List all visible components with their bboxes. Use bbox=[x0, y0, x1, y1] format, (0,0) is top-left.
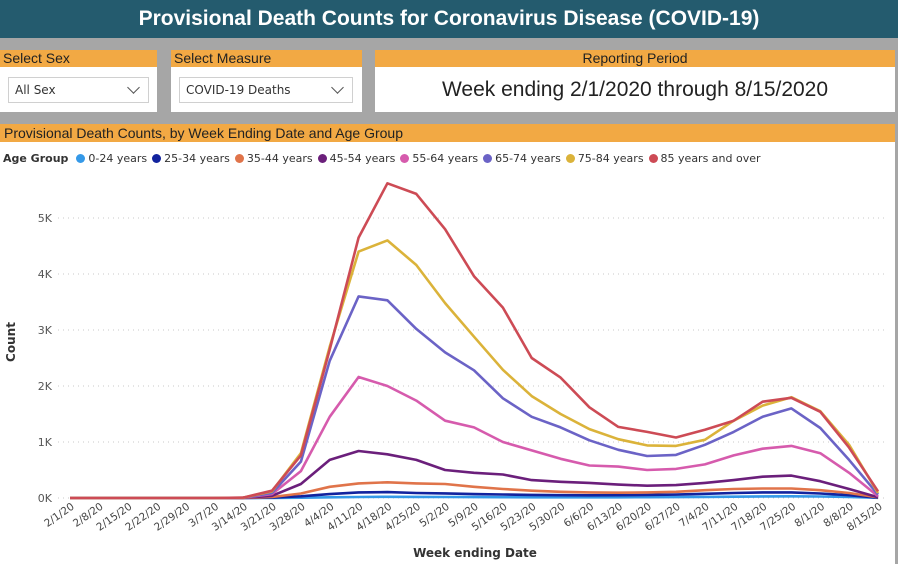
chart-legend: Age Group 0-24 years 25-34 years 35-44 yea… bbox=[3, 152, 766, 165]
legend-marker bbox=[648, 154, 658, 163]
y-tick-label: 1K bbox=[38, 436, 53, 449]
series-line-45-54-years[interactable] bbox=[70, 449, 879, 500]
sex-dropdown[interactable]: All Sex bbox=[8, 77, 149, 103]
legend-item[interactable]: 55-64 years bbox=[400, 152, 478, 165]
legend-label: 35-44 years bbox=[246, 152, 313, 165]
select-sex-label: Select Sex bbox=[0, 50, 157, 67]
legend-title: Age Group bbox=[3, 152, 69, 165]
y-tick-label: 4K bbox=[38, 268, 53, 281]
legend-item[interactable]: 45-54 years bbox=[317, 152, 396, 165]
legend-label: 55-64 years bbox=[412, 152, 479, 165]
legend-item[interactable]: 35-44 years bbox=[234, 152, 313, 165]
legend-label: 85 years and over bbox=[660, 152, 761, 165]
legend-label: 0-24 years bbox=[88, 152, 148, 165]
legend-marker bbox=[317, 154, 327, 163]
measure-dropdown-value: COVID-19 Deaths bbox=[186, 83, 291, 97]
legend-item[interactable]: 0-24 years bbox=[76, 152, 147, 165]
x-tick-label: 8/1/20 bbox=[792, 501, 827, 530]
x-tick-label: 5/2/20 bbox=[417, 501, 452, 530]
series-line-65-74-years[interactable] bbox=[70, 295, 879, 500]
measure-dropdown[interactable]: COVID-19 Deaths bbox=[179, 77, 353, 103]
legend-item[interactable]: 75-84 years bbox=[565, 152, 644, 165]
chart-title: Provisional Death Counts, by Week Ending… bbox=[0, 124, 895, 142]
legend-label: 75-84 years bbox=[577, 152, 644, 165]
legend-label: 25-34 years bbox=[164, 152, 230, 165]
select-measure-panel: Select Measure COVID-19 Deaths bbox=[171, 50, 362, 112]
y-axis-label: Count bbox=[4, 322, 18, 362]
sex-dropdown-value: All Sex bbox=[15, 83, 56, 97]
legend-marker bbox=[565, 154, 575, 163]
chevron-down-icon bbox=[331, 81, 344, 94]
series-line-85-years-and-over[interactable] bbox=[70, 181, 880, 500]
reporting-period-panel: Reporting Period Week ending 2/1/2020 th… bbox=[375, 50, 895, 112]
x-axis-label: Week ending Date bbox=[413, 546, 537, 560]
chevron-down-icon bbox=[127, 81, 140, 94]
reporting-period-label: Reporting Period bbox=[375, 50, 895, 67]
legend-marker bbox=[234, 154, 244, 163]
select-sex-panel: Select Sex All Sex bbox=[0, 50, 157, 112]
reporting-period-value: Week ending 2/1/2020 through 8/15/2020 bbox=[441, 78, 829, 101]
y-tick-label: 2K bbox=[38, 380, 53, 393]
legend-item[interactable]: 25-34 years bbox=[152, 152, 230, 165]
y-tick-label: 0K bbox=[38, 492, 53, 505]
legend-marker bbox=[483, 154, 493, 163]
series-line-55-64-years[interactable] bbox=[70, 375, 879, 500]
legend-label: 45-54 years bbox=[329, 152, 396, 165]
legend-marker bbox=[76, 154, 86, 163]
select-measure-label: Select Measure bbox=[171, 50, 362, 67]
legend-label: 65-74 years bbox=[495, 152, 561, 165]
y-tick-label: 5K bbox=[38, 212, 53, 225]
chart-panel: Provisional Death Counts, by Week Ending… bbox=[0, 124, 895, 564]
legend-item[interactable]: 85 years and over bbox=[648, 152, 761, 165]
legend-marker bbox=[152, 154, 162, 163]
legend-marker bbox=[400, 154, 410, 163]
x-tick-label: 2/1/20 bbox=[42, 501, 77, 530]
legend-item[interactable]: 65-74 years bbox=[483, 152, 561, 165]
dashboard-header: Provisional Death Counts for Coronavirus… bbox=[0, 0, 898, 38]
dashboard-title: Provisional Death Counts for Coronavirus… bbox=[138, 7, 760, 30]
y-tick-label: 3K bbox=[38, 324, 53, 337]
